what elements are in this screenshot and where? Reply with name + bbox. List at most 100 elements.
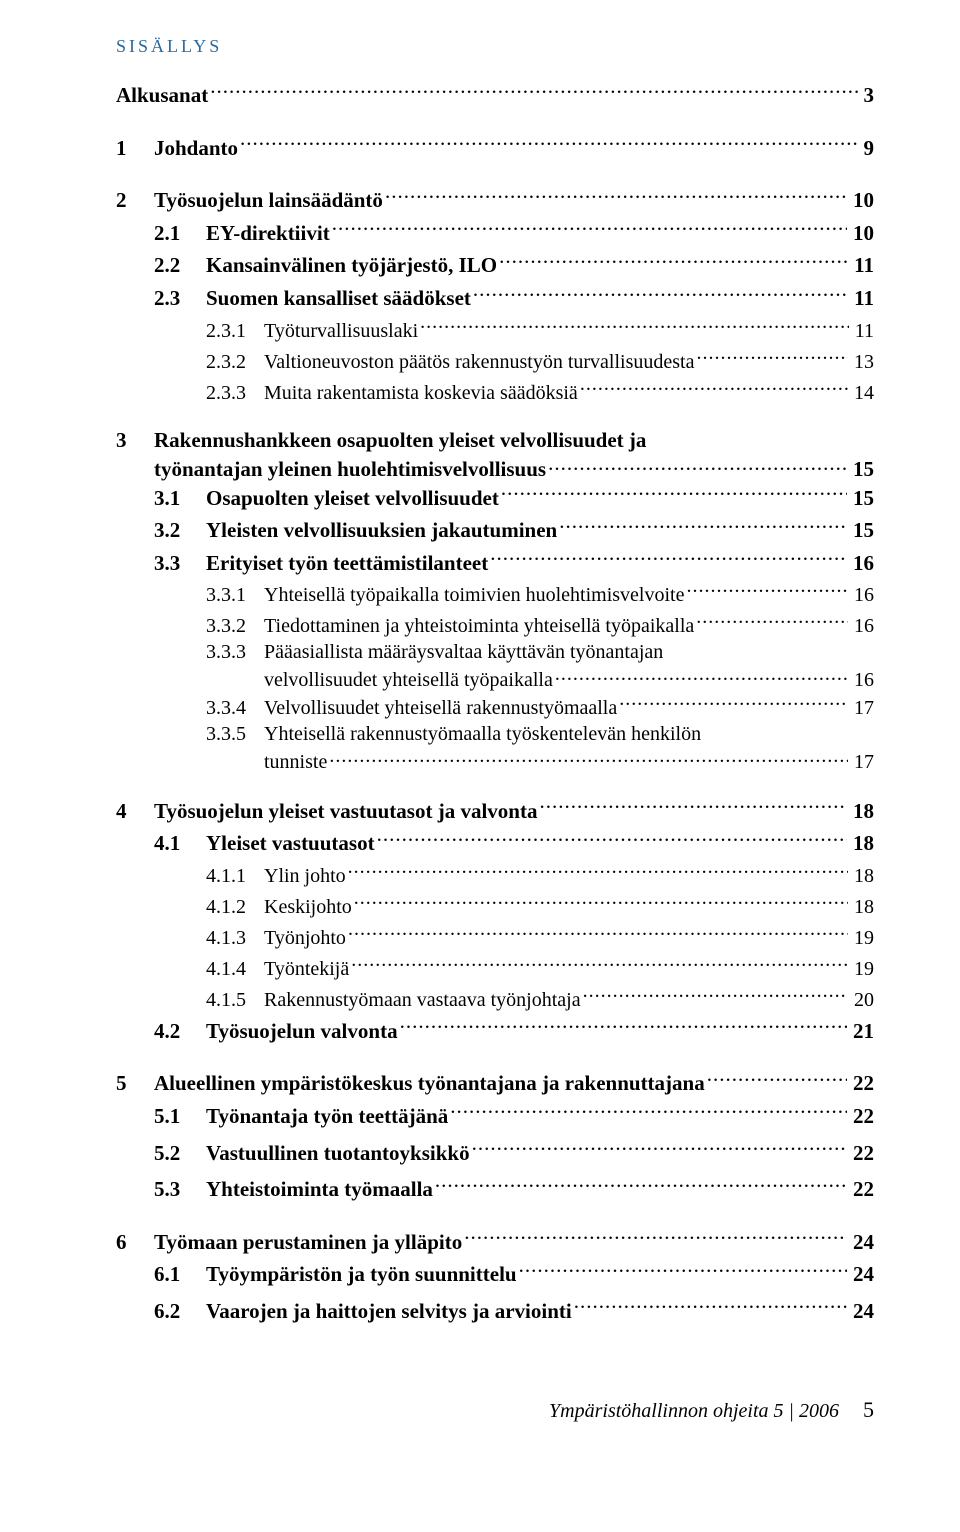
toc-entry: 6 Työmaan perustaminen ja ylläpito 24 bbox=[116, 1226, 874, 1259]
toc-entry: 3.3.4 Velvollisuudet yhteisellä rakennus… bbox=[116, 692, 874, 723]
toc-num: 3 bbox=[116, 428, 154, 453]
toc-page: 10 bbox=[849, 218, 874, 250]
toc-num: 5.1 bbox=[154, 1101, 206, 1133]
toc-entry: 4.1.4 Työntekijä 19 bbox=[116, 953, 874, 984]
toc-num: 2.3.1 bbox=[206, 316, 264, 346]
toc-num: 6.1 bbox=[154, 1259, 206, 1291]
leader-dots bbox=[696, 610, 848, 632]
toc-title: Rakennustyömaan vastaava työnjohtaja bbox=[264, 985, 581, 1015]
toc-entry: 4.1.1 Ylin johto 18 bbox=[116, 860, 874, 891]
toc-page: 15 bbox=[849, 457, 874, 482]
toc-num: 3.3 bbox=[154, 548, 206, 580]
toc-page: 22 bbox=[849, 1101, 874, 1133]
toc-num: 4 bbox=[116, 796, 154, 828]
leader-dots bbox=[354, 891, 848, 913]
toc-entry: 4.1.2 Keskijohto 18 bbox=[116, 891, 874, 922]
leader-dots bbox=[583, 984, 848, 1006]
leader-dots bbox=[210, 79, 857, 102]
toc-page: 3 bbox=[860, 80, 875, 112]
toc-title: Yhteistoiminta työmaalla bbox=[206, 1174, 433, 1206]
toc-num: 3.3.2 bbox=[206, 611, 264, 641]
leader-dots bbox=[348, 860, 848, 882]
toc-num: 4.1.2 bbox=[206, 892, 264, 922]
leader-dots bbox=[420, 315, 849, 337]
toc-title: Työsuojelun valvonta bbox=[206, 1016, 398, 1048]
toc-title: Alkusanat bbox=[116, 80, 208, 112]
toc-num: 2.2 bbox=[154, 250, 206, 282]
toc-num: 4.2 bbox=[154, 1016, 206, 1048]
toc-num: 3.3.3 bbox=[206, 641, 264, 664]
toc-heading: SISÄLLYS bbox=[116, 36, 874, 57]
toc-page: 13 bbox=[850, 347, 874, 377]
toc-entry: 5.1 Työnantaja työn teettäjänä 22 bbox=[116, 1100, 874, 1133]
toc-num: 2.3.2 bbox=[206, 347, 264, 377]
leader-dots bbox=[400, 1015, 847, 1038]
toc-page: 15 bbox=[849, 515, 874, 547]
footer-page-number: 5 bbox=[863, 1397, 874, 1423]
leader-dots bbox=[619, 692, 848, 714]
toc-page: 17 bbox=[850, 751, 874, 774]
leader-dots bbox=[473, 282, 848, 305]
toc-title: EY-direktiivit bbox=[206, 218, 330, 250]
leader-dots bbox=[548, 453, 847, 476]
toc-num: 3.3.1 bbox=[206, 580, 264, 610]
toc-entry: 3.3.3 Pääasiallista määräysvaltaa käyttä… bbox=[116, 641, 874, 692]
leader-dots bbox=[686, 579, 848, 601]
toc-title: Valtioneuvoston päätös rakennustyön turv… bbox=[264, 347, 694, 377]
toc-title: Yhteisellä työpaikalla toimivien huoleht… bbox=[264, 580, 684, 610]
toc-page: 14 bbox=[850, 378, 874, 408]
leader-dots bbox=[490, 547, 847, 570]
toc-page: 21 bbox=[849, 1016, 874, 1048]
toc-num: 3.1 bbox=[154, 483, 206, 515]
toc-page: 17 bbox=[850, 693, 874, 723]
toc-page: 18 bbox=[849, 828, 874, 860]
toc-title-line2: velvollisuudet yhteisellä työpaikalla bbox=[264, 669, 553, 692]
leader-dots bbox=[377, 827, 847, 850]
toc-title: Työntekijä bbox=[264, 954, 349, 984]
toc-page: 18 bbox=[849, 796, 874, 828]
leader-dots bbox=[559, 514, 847, 537]
toc-title: Vastuullinen tuotantoyksikkö bbox=[206, 1138, 470, 1170]
leader-dots bbox=[464, 1226, 847, 1249]
toc-entry: 2.1 EY-direktiivit 10 bbox=[116, 217, 874, 250]
toc-entry: 3.3.2 Tiedottaminen ja yhteistoiminta yh… bbox=[116, 610, 874, 641]
leader-dots bbox=[501, 482, 847, 505]
toc-page: 10 bbox=[849, 185, 874, 217]
leader-dots bbox=[519, 1258, 847, 1281]
toc-num: 3.3.4 bbox=[206, 693, 264, 723]
toc-title: Keskijohto bbox=[264, 892, 352, 922]
leader-dots bbox=[707, 1067, 847, 1090]
toc-title-line1: Yhteisellä rakennustyömaalla työskentele… bbox=[264, 723, 701, 746]
toc-num: 4.1.3 bbox=[206, 923, 264, 953]
toc-num: 5.3 bbox=[154, 1174, 206, 1206]
toc-num: 5.2 bbox=[154, 1138, 206, 1170]
toc-title: Yleiset vastuutasot bbox=[206, 828, 375, 860]
leader-dots bbox=[348, 922, 848, 944]
toc-page: 11 bbox=[851, 316, 874, 346]
toc-title: Erityiset työn teettämistilanteet bbox=[206, 548, 488, 580]
leader-dots bbox=[329, 746, 848, 768]
page-footer: Ympäristöhallinnon ohjeita 5 | 2006 5 bbox=[116, 1397, 874, 1423]
toc-entry: 2 Työsuojelun lainsäädäntö 10 bbox=[116, 184, 874, 217]
toc-entry: 2.3.1 Työturvallisuuslaki 11 bbox=[116, 315, 874, 346]
toc-page: 16 bbox=[850, 580, 874, 610]
toc-entry: 5.3 Yhteistoiminta työmaalla 22 bbox=[116, 1173, 874, 1206]
toc-num: 2.3.3 bbox=[206, 378, 264, 408]
leader-dots bbox=[539, 794, 847, 817]
toc-entry: 2.2 Kansainvälinen työjärjestö, ILO 11 bbox=[116, 249, 874, 282]
toc-entry: 5 Alueellinen ympäristökeskus työnantaja… bbox=[116, 1067, 874, 1100]
toc-entry: 3.3.1 Yhteisellä työpaikalla toimivien h… bbox=[116, 579, 874, 610]
toc-page: 18 bbox=[850, 892, 874, 922]
toc-page: 24 bbox=[849, 1296, 874, 1328]
toc-num: 4.1.1 bbox=[206, 861, 264, 891]
toc-page: 20 bbox=[850, 985, 874, 1015]
toc-entry: 4.1 Yleiset vastuutasot 18 bbox=[116, 827, 874, 860]
toc-entry: 6.1 Työympäristön ja työn suunnittelu 24 bbox=[116, 1258, 874, 1291]
toc-num: 6 bbox=[116, 1227, 154, 1259]
toc-title: Työympäristön ja työn suunnittelu bbox=[206, 1259, 517, 1291]
toc-page: 11 bbox=[850, 250, 874, 282]
toc-num: 4.1 bbox=[154, 828, 206, 860]
toc-entry: 3.3.5 Yhteisellä rakennustyömaalla työsk… bbox=[116, 723, 874, 774]
toc-entry: 5.2 Vastuullinen tuotantoyksikkö 22 bbox=[116, 1136, 874, 1169]
toc-page: 19 bbox=[850, 954, 874, 984]
